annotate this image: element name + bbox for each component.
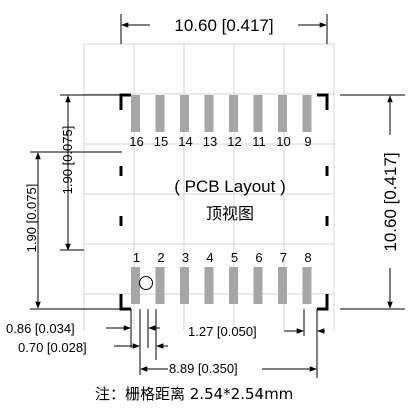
- left-outer-label: 1.90 [0.075]: [24, 184, 39, 253]
- pin-number-12: 12: [227, 134, 241, 149]
- pin-number-1: 1: [133, 250, 140, 265]
- pin-number-15: 15: [154, 134, 168, 149]
- left-outer-dimension: 1.90 [0.075]: [24, 151, 122, 310]
- pin-number-11: 11: [252, 134, 266, 149]
- pad-16: [131, 95, 140, 132]
- pad-12: [229, 95, 238, 132]
- package-outline: [119, 93, 329, 311]
- pin-number-2: 2: [157, 250, 164, 265]
- pad-4: [204, 267, 214, 304]
- pin-number-6: 6: [255, 250, 262, 265]
- pad-gap-label: 0.70 [0.028]: [18, 340, 87, 355]
- bottom-dimensions: 0.86 [0.034] 0.70 [0.028] 1.27 [0.050] 8…: [6, 309, 325, 378]
- pad-14: [180, 95, 189, 132]
- pin-number-8: 8: [304, 250, 311, 265]
- bottom-pad-row: [131, 267, 312, 304]
- pad-3: [180, 267, 189, 304]
- right-height-label: 10.60 [0.417]: [381, 152, 400, 251]
- pad-8: [302, 267, 312, 304]
- pad-13: [204, 95, 214, 132]
- pin-number-13: 13: [203, 134, 217, 149]
- bottom-pin-numbers: 1 2 3 4 5 6 7 8: [133, 250, 312, 265]
- pin-number-7: 7: [280, 250, 287, 265]
- pitch-label: 1.27 [0.050]: [188, 324, 257, 339]
- layout-title: ( PCB Layout ): [174, 177, 286, 196]
- span-label: 8.89 [0.350]: [169, 361, 238, 376]
- pad-width-label: 0.86 [0.034]: [6, 321, 75, 336]
- pad-6: [253, 267, 263, 304]
- pin1-marker-circle: [139, 276, 153, 290]
- grid-note: 注：栅格距离 2.54*2.54mm: [95, 385, 293, 403]
- pin-number-10: 10: [276, 134, 290, 149]
- pad-2: [155, 267, 165, 304]
- pin-number-3: 3: [182, 250, 189, 265]
- pin-number-9: 9: [304, 134, 311, 149]
- top-view-label: 顶视图: [206, 204, 254, 223]
- pad-7: [278, 267, 287, 304]
- background-grid: [83, 43, 335, 330]
- pad-1: [131, 267, 140, 304]
- pin-number-14: 14: [178, 134, 192, 149]
- top-width-label: 10.60 [0.417]: [174, 16, 273, 35]
- pad-15: [155, 95, 165, 132]
- pin-number-5: 5: [231, 250, 238, 265]
- pad-11: [253, 95, 263, 132]
- left-inner-dimension: 1.90 [0.075]: [60, 94, 122, 251]
- top-pad-row: [131, 95, 312, 132]
- pin-number-16: 16: [129, 134, 143, 149]
- top-width-dimension: 10.60 [0.417]: [120, 14, 328, 44]
- pad-9: [302, 95, 312, 132]
- pad-10: [278, 95, 287, 132]
- left-inner-label: 1.90 [0.075]: [60, 126, 75, 195]
- right-height-dimension: 10.60 [0.417]: [340, 94, 405, 310]
- top-pin-numbers: 16 15 14 13 12 11 10 9: [129, 134, 311, 149]
- pad-5: [229, 267, 238, 304]
- pin-number-4: 4: [206, 250, 213, 265]
